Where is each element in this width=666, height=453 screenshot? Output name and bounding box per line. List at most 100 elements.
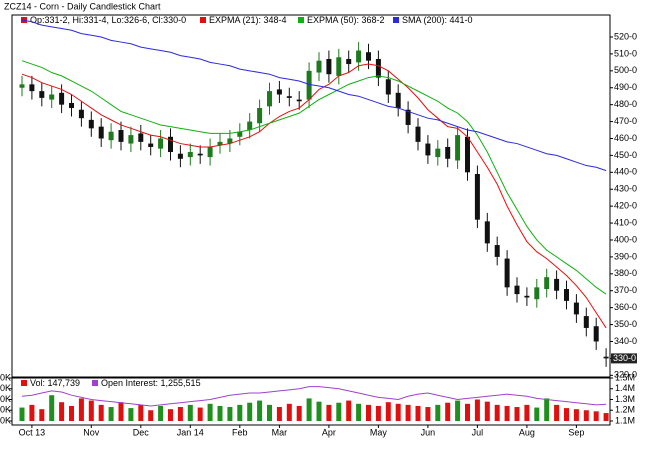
candle-body [257, 108, 263, 124]
candle-body [603, 356, 609, 359]
volume-bar [405, 404, 411, 421]
x-tick-label: Nov [83, 427, 100, 437]
candle-body [504, 258, 510, 288]
y-tick-label: 380-0 [614, 268, 637, 278]
volume-bar [59, 402, 65, 421]
volume-bar [445, 402, 451, 421]
candle-body [514, 285, 520, 295]
y-tick-label: 370-0 [614, 285, 637, 295]
volume-bar [484, 401, 490, 421]
volume-bar [49, 395, 55, 421]
volume-bar [207, 403, 213, 421]
x-tick-label: Jul [472, 427, 484, 437]
volume-bar [514, 407, 520, 421]
candle-body [474, 174, 480, 220]
volume-bar [118, 402, 124, 421]
volume-bar [593, 411, 599, 421]
x-tick-label: Feb [232, 427, 248, 437]
x-tick-label: Jan 14 [177, 427, 204, 437]
volume-bar [276, 407, 282, 421]
y-tick-label: 440-0 [614, 167, 637, 177]
volume-bar [346, 400, 352, 421]
legend-label: EXPMA (50): 368-2 [307, 15, 385, 25]
volume-bar [395, 403, 401, 421]
candle-body [564, 289, 569, 301]
volume-bar [286, 403, 292, 421]
x-tick-label: Apr [322, 427, 336, 437]
y2-tick-label: 1.4M [615, 383, 635, 393]
indicator-line [21, 60, 607, 295]
candle-body [88, 119, 94, 129]
volume-bar [168, 409, 173, 421]
volume-bar [78, 398, 84, 421]
y-tick-label: 360-0 [614, 302, 637, 312]
candle-body [455, 135, 461, 161]
volume-bar [257, 400, 263, 421]
candle-body [494, 245, 500, 257]
candle-body [247, 121, 253, 131]
candle-body [425, 143, 431, 156]
volume-bar [326, 404, 332, 421]
volume-bar [88, 400, 94, 421]
volume-bar [415, 405, 421, 421]
candle-body [168, 136, 173, 153]
y-tick-label: 450-0 [614, 150, 637, 160]
volume-bar [177, 407, 183, 421]
legend-label: Open Interest: 1,255,515 [101, 378, 201, 388]
volume-bar [108, 407, 114, 421]
candle-body [435, 148, 441, 158]
volume-bar [554, 404, 560, 421]
y-tick-label: 350-0 [614, 319, 637, 329]
volume-bar [504, 405, 510, 421]
y2-tick-label: 1.3M [615, 394, 635, 404]
candle-body [39, 91, 45, 98]
volume-bar [247, 402, 253, 421]
x-tick-label: Aug [519, 427, 535, 437]
volume-bar [267, 404, 272, 421]
last-price-box [611, 353, 637, 364]
candle-body [524, 295, 530, 298]
y-tick-label: 490-0 [614, 82, 637, 92]
y-tick-label: 420-0 [614, 201, 637, 211]
candle-body [237, 131, 243, 137]
y-tick-label: 600K [0, 383, 11, 393]
legend-swatch [21, 380, 27, 386]
candle-body [118, 130, 124, 142]
y-tick-label: 500-0 [614, 65, 637, 75]
candle-body [336, 57, 342, 76]
volume-bar [455, 400, 461, 421]
candle-body [19, 84, 25, 88]
candle-body [59, 92, 65, 105]
volume-bar [128, 408, 134, 421]
candle-body [465, 136, 470, 173]
volume-bar [366, 404, 371, 421]
volume-bar [306, 398, 312, 421]
last-price-label: 330-0 [613, 353, 636, 363]
candle-body [544, 277, 550, 290]
x-tick-label: Dec [133, 427, 150, 437]
price-frame [11, 14, 611, 378]
x-tick-label: May [370, 427, 388, 437]
candle-body [366, 52, 371, 61]
volume-bar [494, 404, 500, 421]
y-tick-label: 320-0 [614, 370, 637, 380]
candle-body [593, 326, 599, 342]
candle-body [207, 146, 213, 158]
y-tick-label: 510-0 [614, 48, 637, 58]
volume-bar [544, 398, 550, 421]
volume-bar [296, 405, 302, 421]
candle-body [573, 302, 579, 315]
candle-body [395, 92, 401, 109]
chart-title: ZCZ14 - Corn - Daily Candlestick Chart [4, 1, 161, 11]
volume-bar [603, 413, 609, 421]
candle-body [385, 79, 391, 95]
volume-bar [197, 407, 203, 421]
volume-bar [375, 405, 381, 421]
volume-bar [138, 404, 144, 421]
y-tick-label: 390-0 [614, 251, 637, 261]
ohlc-label: Op:331-2, Hi:331-4, Lo:326-6, Cl:330-0 [30, 15, 186, 25]
candle-body [326, 58, 332, 75]
candle-body [177, 153, 183, 159]
candle-body [583, 316, 589, 328]
